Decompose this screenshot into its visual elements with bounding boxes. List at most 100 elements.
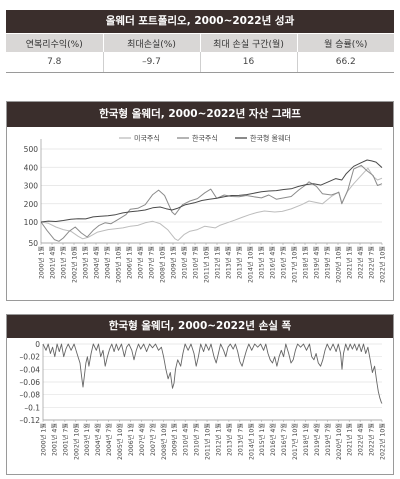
x-tick-label: 2018년 1월 [302,423,310,456]
series-line-0 [40,167,383,241]
value-max-loss: –9.7 [103,52,201,73]
value-cagr: 7.8 [6,52,104,73]
y-tick-label: 400 [24,163,39,172]
x-tick-label: 2022년 4월 [357,246,365,279]
x-tick-label: 2013년 4월 [225,423,233,456]
x-tick-label: 2022년 10월 [379,246,387,283]
legend-label-1: 한국주식 [192,134,218,143]
x-tick-label: 2015년 1월 [258,423,266,456]
x-tick-label: 2017년 10월 [291,246,299,283]
summary-header-row: 연복리수익(%) 최대손실(%) 최대 손실 구간(월) 월 승률(%) [6,34,394,52]
x-tick-label: 2015년 1월 [258,246,266,279]
header-max-loss: 최대손실(%) [103,34,201,52]
legend-label-2: 한국형 올웨더 [250,134,291,143]
header-cagr: 연복리수익(%) [6,34,104,52]
x-tick-label: 2016년 4월 [269,246,277,279]
x-tick-label: 2022년 4월 [357,423,365,456]
y-tick-label: 500 [24,145,39,154]
x-tick-label: 2004년 4월 [94,423,102,456]
asset-chart-title: 한국형 올웨더, 2000~2022년 자산 그래프 [7,102,393,127]
y-tick-label: 300 [24,182,39,191]
x-tick-label: 2011년 10월 [203,246,211,283]
x-tick-label: 2009년 1월 [171,423,179,456]
x-tick-label: 2003년 1월 [82,246,90,279]
value-monthly-win-rate: 66.2 [297,52,394,73]
x-tick-label: 2014년 10월 [247,246,255,283]
x-tick-label: 2004년 4월 [93,246,101,279]
y-tick-label: –0.04 [20,365,41,374]
performance-summary-table: 연복리수익(%) 최대손실(%) 최대 손실 구간(월) 월 승률(%) 7.8… [6,34,394,73]
x-tick-label: 2000년 1월 [40,423,48,456]
y-tick-label: –0.12 [20,416,41,425]
series-line-1 [40,164,383,242]
x-tick-label: 2022년 7월 [368,246,376,279]
x-tick-label: 2016년 7월 [280,423,288,456]
summary-value-row: 7.8 –9.7 16 66.2 [6,52,394,73]
y-tick-label: –0.08 [20,391,41,400]
x-tick-label: 2009년 1월 [170,246,178,279]
x-tick-label: 2016년 7월 [280,246,288,279]
x-tick-label: 2003년 1월 [83,423,91,456]
y-tick-label: 50 [28,239,38,248]
x-tick-label: 2019년 7월 [324,423,332,456]
x-tick-label: 2021년 1월 [346,246,354,279]
x-tick-label: 2011년 10월 [204,423,212,460]
x-tick-label: 2013년 7월 [236,246,244,279]
x-tick-label: 2004년 7월 [105,423,113,456]
x-tick-label: 2008년 10월 [160,423,168,460]
x-tick-label: 2004년 7월 [104,246,112,279]
x-tick-label: 2002년 10월 [72,423,80,460]
x-tick-label: 2022년 10월 [379,423,387,460]
x-tick-label: 2014년 10월 [247,423,255,460]
x-tick-label: 2000년 1월 [38,246,46,279]
x-tick-label: 2013년 7월 [236,423,244,456]
series-line-2 [40,159,383,223]
summary-title: 올웨더 포트폴리오, 2000~2022년 성과 [6,10,394,33]
asset-chart-frame: 한국형 올웨더, 2000~2022년 자산 그래프 50 100 200 300 40… [6,101,394,301]
x-tick-label: 2013년 4월 [225,246,233,279]
value-max-loss-period: 16 [200,52,298,73]
x-tick-label: 2007년 4월 [138,423,146,456]
legend-label-0: 미국주식 [134,134,160,143]
drawdown-chart-frame: 한국형 올웨더, 2000~2022년 손실 폭 0 –0.02 –0.04 –0.0… [6,314,394,475]
x-tick-label: 2001년 4월 [50,423,58,456]
x-tick-label: 2019년 4월 [313,423,321,456]
x-tick-label: 2007년 7월 [149,423,157,456]
x-tick-label: 2012년 1월 [214,246,222,279]
series-line-0 [42,343,383,404]
x-tick-label: 2010년 4월 [182,423,190,456]
y-tick-label: 200 [24,200,39,209]
x-tick-label: 2001년 7월 [61,423,69,456]
x-tick-label: 2006년 1월 [126,246,134,279]
x-tick-label: 2020년 10월 [335,423,343,460]
x-tick-label: 2010년 7월 [192,246,200,279]
y-tick-label: 0 [35,340,40,349]
y-tick-label: –0.1 [24,403,40,412]
header-monthly-win-rate: 월 승률(%) [297,34,394,52]
x-tick-label: 2021년 1월 [346,423,354,456]
drawdown-chart-title: 한국형 올웨더, 2000~2022년 손실 폭 [7,315,393,338]
x-tick-label: 2020년 10월 [335,246,343,283]
x-tick-label: 2012년 1월 [214,423,222,456]
x-tick-label: 2017년 10월 [291,423,299,460]
x-tick-label: 2016년 4월 [269,423,277,456]
x-tick-label: 2019년 7월 [324,246,332,279]
x-tick-label: 2006년 1월 [127,423,135,456]
x-tick-label: 2002년 10월 [71,246,79,283]
x-tick-label: 2001년 4월 [49,246,57,279]
x-tick-label: 2001년 7월 [60,246,68,279]
asset-chart: 50 100 200 300 400 500 2000년 1월 2001년 4월 2001년 7… [24,134,387,283]
x-tick-label: 2007년 7월 [148,246,156,279]
x-tick-label: 2019년 4월 [313,246,321,279]
x-tick-label: 2018년 1월 [302,246,310,279]
y-tick-label: –0.02 [20,353,41,362]
x-tick-label: 2007년 4월 [137,246,145,279]
x-tick-label: 2008년 10월 [159,246,167,283]
y-tick-label: 100 [24,218,39,227]
y-tick-label: –0.06 [20,378,41,387]
x-tick-label: 2022년 7월 [368,423,376,456]
x-tick-label: 2010년 7월 [193,423,201,456]
x-tick-label: 2005년 10월 [115,246,123,283]
x-tick-label: 2010년 4월 [181,246,189,279]
